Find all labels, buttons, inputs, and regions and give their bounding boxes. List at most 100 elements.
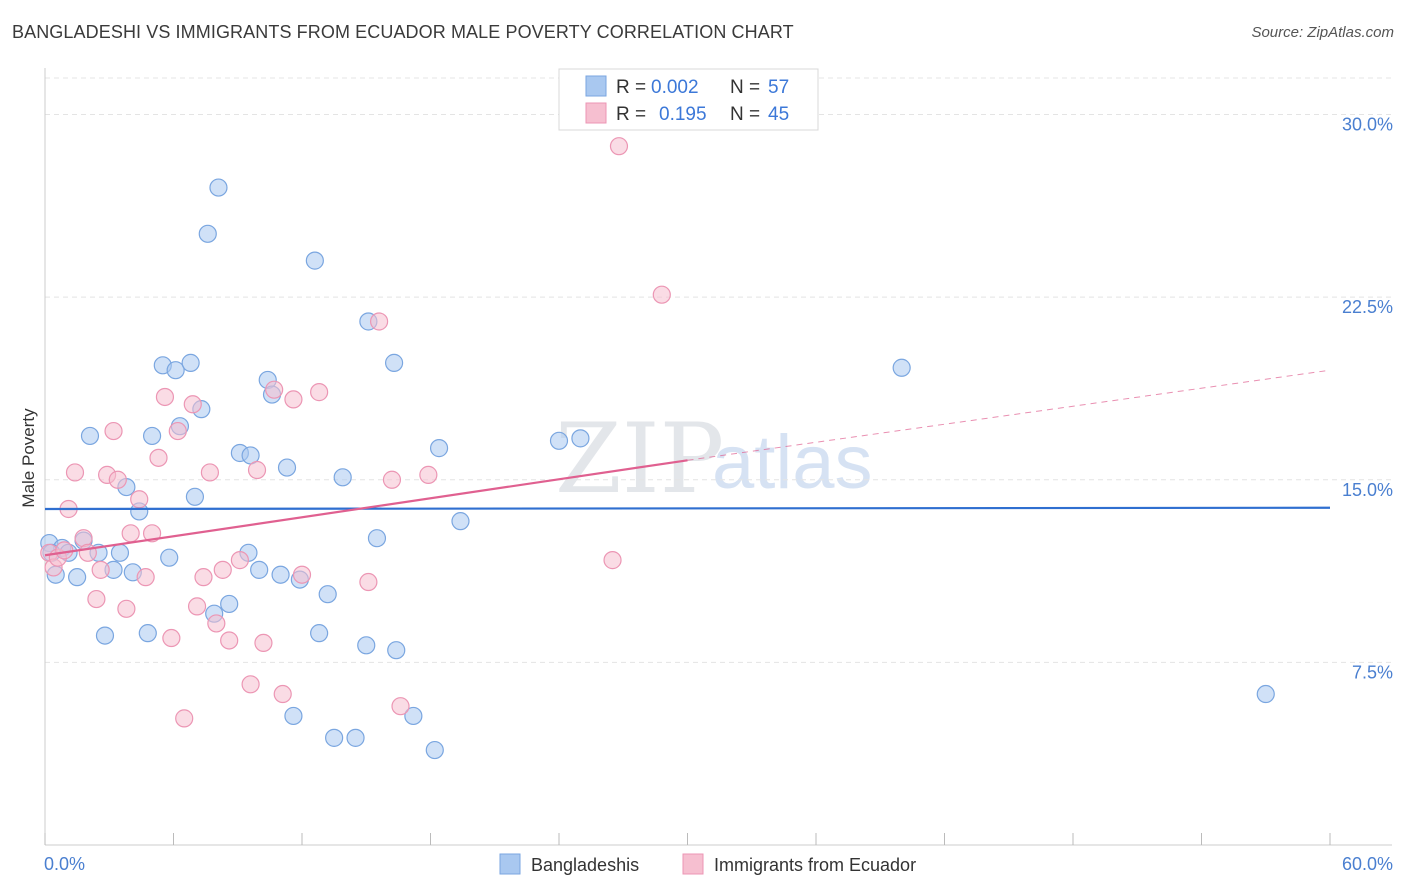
point-bangladeshis <box>80 426 100 446</box>
point-ecuador <box>359 572 378 592</box>
point-ecuador <box>121 524 140 543</box>
point-bangladeshis <box>333 468 352 487</box>
legend-r-label-1: R = <box>616 77 646 98</box>
point-bangladeshis <box>271 565 290 584</box>
y-tick-labels: 7.5% 15.0% 22.5% 30.0% <box>1342 115 1393 683</box>
y-tick-label: 7.5% <box>1352 662 1393 682</box>
point-bangladeshis <box>181 353 200 372</box>
point-ecuador <box>603 551 622 570</box>
legend-n-label-2: N = <box>730 104 760 125</box>
point-ecuador <box>241 675 260 694</box>
point-bangladeshis <box>68 568 87 587</box>
point-ecuador <box>91 560 110 579</box>
point-ecuador <box>284 390 303 409</box>
point-ecuador <box>65 463 85 482</box>
point-ecuador <box>155 387 175 407</box>
series-immigrants-from-ecuador <box>40 137 671 728</box>
point-bangladeshis <box>305 251 324 270</box>
point-ecuador <box>168 421 187 441</box>
grid-lines <box>45 77 1392 663</box>
point-ecuador <box>609 137 629 156</box>
point-ecuador <box>136 568 155 587</box>
point-bangladeshis <box>384 353 404 372</box>
point-bangladeshis <box>250 560 269 579</box>
bottom-legend-swatch-blue <box>499 853 521 875</box>
y-tick-label: 15.0% <box>1342 480 1393 500</box>
bottom-legend: Bangladeshis Immigrants from Ecuador <box>499 853 916 875</box>
legend: R = 0.002 N = 57 R = 0.195 N = 45 <box>558 68 819 131</box>
watermark: ZIP atlas <box>555 403 873 515</box>
x-tick-label-max: 60.0% <box>1342 854 1393 874</box>
point-ecuador <box>419 465 438 484</box>
point-ecuador <box>265 380 284 399</box>
point-bangladeshis <box>429 439 449 458</box>
point-bangladeshis <box>209 178 228 197</box>
legend-r-label-2: R = <box>616 104 646 125</box>
point-bangladeshis <box>138 624 157 643</box>
point-ecuador <box>104 421 123 441</box>
trend-line-bangladeshis <box>44 506 1331 511</box>
point-bangladeshis <box>425 740 444 760</box>
axes <box>44 68 1392 846</box>
point-ecuador <box>254 633 273 653</box>
point-ecuador <box>78 543 97 562</box>
point-ecuador <box>391 697 410 716</box>
point-bangladeshis <box>549 431 569 450</box>
point-ecuador <box>207 614 226 633</box>
point-bangladeshis <box>310 624 329 643</box>
y-axis-title: Male Poverty <box>19 408 38 508</box>
legend-swatch-blue <box>585 75 607 97</box>
point-ecuador <box>55 541 74 560</box>
chart-title: BANGLADESHI VS IMMIGRANTS FROM ECUADOR M… <box>12 22 794 42</box>
point-bangladeshis <box>284 706 303 726</box>
point-ecuador <box>175 709 194 728</box>
legend-swatch-pink <box>585 102 607 124</box>
y-tick-label: 30.0% <box>1342 115 1393 135</box>
point-bangladeshis <box>404 706 423 726</box>
legend-n-value-2: 45 <box>768 104 789 125</box>
point-bangladeshis <box>357 636 376 655</box>
point-bangladeshis <box>95 626 115 645</box>
point-bangladeshis <box>571 429 590 448</box>
source-label: Source: ZipAtlas.com <box>1251 24 1394 41</box>
point-ecuador <box>183 395 202 414</box>
legend-n-value-1: 57 <box>768 77 789 98</box>
x-tick-label-min: 0.0% <box>44 854 85 874</box>
point-bangladeshis <box>185 487 205 506</box>
watermark-zip: ZIP <box>555 403 724 515</box>
point-bangladeshis <box>160 548 179 567</box>
point-bangladeshis <box>166 361 185 380</box>
point-ecuador <box>187 597 207 616</box>
watermark-atlas: atlas <box>712 420 873 505</box>
point-ecuador <box>652 285 671 304</box>
point-bangladeshis <box>325 728 344 747</box>
point-ecuador <box>108 470 127 489</box>
point-bangladeshis <box>387 641 406 660</box>
point-ecuador <box>87 589 106 609</box>
trend-lines <box>44 369 1331 557</box>
point-bangladeshis <box>318 585 337 604</box>
point-bangladeshis <box>367 529 387 548</box>
point-ecuador <box>382 470 402 489</box>
bottom-legend-label-ecuador: Immigrants from Ecuador <box>714 855 916 875</box>
point-bangladeshis <box>1256 684 1275 704</box>
x-tick-labels: 0.0% 60.0% <box>44 854 1393 874</box>
legend-n-label-1: N = <box>730 77 760 98</box>
point-ecuador <box>247 460 267 480</box>
point-bangladeshis <box>277 458 297 477</box>
point-bangladeshis <box>451 512 470 531</box>
point-ecuador <box>273 684 292 704</box>
point-ecuador <box>292 565 312 584</box>
point-ecuador <box>194 568 213 587</box>
point-ecuador <box>220 631 239 650</box>
point-ecuador <box>230 551 249 570</box>
point-ecuador <box>130 490 149 509</box>
point-bangladeshis <box>110 543 130 562</box>
point-bangladeshis <box>892 358 911 377</box>
bottom-legend-swatch-pink <box>682 853 704 875</box>
point-ecuador <box>370 312 389 331</box>
point-ecuador <box>200 463 220 482</box>
legend-r-value-1: 0.002 <box>651 77 699 98</box>
point-bangladeshis <box>198 224 217 243</box>
